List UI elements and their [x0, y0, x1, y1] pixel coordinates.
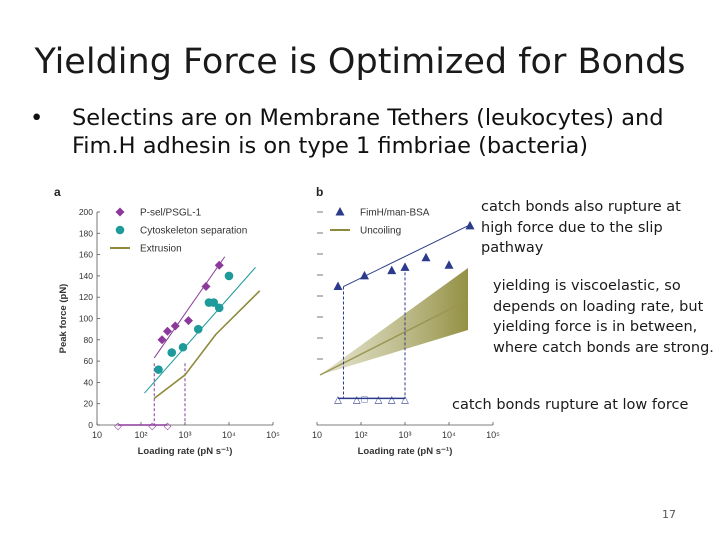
series-line [153, 290, 261, 400]
data-point-circle [209, 298, 219, 307]
y-tick-label: 180 [79, 228, 93, 238]
annotation-slip-pathway: catch bonds also rupture at high force d… [481, 199, 681, 256]
data-point-triangle [387, 265, 397, 275]
data-point-diamond [170, 321, 180, 331]
data-point-circle [154, 365, 163, 374]
bottom-marker: △ [375, 394, 383, 405]
uncoiling-line [319, 299, 469, 376]
data-point-diamond [157, 335, 167, 345]
legend-label: Cytoskeleton separation [140, 226, 247, 237]
x-tick-label: 10 [312, 430, 322, 440]
y-tick-label: 120 [79, 292, 93, 302]
data-point-triangle [421, 252, 431, 262]
chart-panel-a: a 10 10² 10³ 10⁴ 10⁵ Loading rate (pN s⁻¹) 0 20 4… [54, 185, 280, 457]
data-point-diamond [162, 326, 172, 336]
bottom-marker: △ [353, 394, 361, 405]
y-axis-label: Peak force (pN) [58, 284, 69, 354]
page-number: 17 [662, 508, 676, 521]
legend-swatch [115, 225, 125, 235]
bullet-dot: • [30, 105, 44, 131]
x-axis-label: Loading rate (pN s⁻¹) [358, 446, 453, 457]
x-tick-label: 10² [354, 430, 367, 440]
legend-label: Extrusion [140, 244, 182, 255]
bottom-marker: ◇ [114, 421, 122, 432]
data-point-triangle [465, 220, 475, 230]
fit-line [153, 256, 226, 359]
data-point-circle [214, 303, 224, 313]
x-tick-label: 10² [134, 430, 147, 440]
y-tick-label: 160 [79, 250, 93, 260]
legend-label: Uncoiling [360, 226, 401, 237]
annotation-viscoelastic: yielding is viscoelastic, so depends on … [493, 278, 714, 356]
data-point-circle [193, 324, 203, 334]
bullet-text: Selectins are on Membrane Tethers (leuko… [72, 105, 664, 159]
data-point-circle [167, 348, 177, 357]
data-point-triangle [444, 260, 454, 269]
data-point-diamond [201, 282, 211, 292]
y-tick-label: 40 [84, 377, 94, 387]
data-point-diamond [214, 260, 224, 270]
data-point-circle [178, 342, 188, 352]
x-tick-label: 10 [92, 430, 102, 440]
bottom-marker: △ [334, 394, 342, 405]
data-point-triangle [400, 262, 410, 271]
uncoiling-wedge [320, 268, 468, 375]
x-tick-label: 10⁴ [222, 430, 236, 440]
y-tick-label: 60 [84, 356, 94, 366]
panel-label: a [54, 185, 61, 199]
data-point-triangle [359, 270, 369, 280]
y-tick-label: 100 [79, 314, 93, 324]
data-point-diamond [183, 316, 193, 326]
data-point-circle [224, 271, 234, 281]
bottom-marker: ◇ [164, 421, 172, 432]
annotation-low-force: catch bonds rupture at low force [452, 397, 689, 413]
bottom-marker: ◇ [148, 421, 156, 432]
panel-label: b [316, 185, 323, 199]
legend-label: FimH/man-BSA [360, 208, 430, 219]
bottom-marker: □ [361, 394, 367, 405]
bottom-marker: △ [401, 394, 409, 405]
x-tick-label: 10³ [398, 430, 411, 440]
bottom-marker: △ [388, 394, 396, 405]
legend-label: P-sel/PSGL-1 [140, 208, 202, 219]
data-point-triangle [333, 281, 343, 291]
y-tick-label: 80 [84, 335, 94, 345]
y-tick-label: 200 [79, 207, 93, 217]
y-tick-label: 0 [88, 420, 93, 430]
x-axis-label: Loading rate (pN s⁻¹) [138, 446, 233, 457]
x-tick-label: 10⁵ [266, 430, 280, 440]
y-tick-label: 140 [79, 271, 93, 281]
y-tick-label: 20 [84, 399, 94, 409]
legend-swatch [115, 207, 125, 217]
x-tick-label: 10⁴ [442, 430, 456, 440]
slide-title: Yielding Force is Optimized for Bonds [34, 42, 686, 82]
x-tick-label: 10⁵ [486, 430, 500, 440]
x-tick-label: 10³ [178, 430, 191, 440]
legend-swatch [335, 207, 345, 216]
